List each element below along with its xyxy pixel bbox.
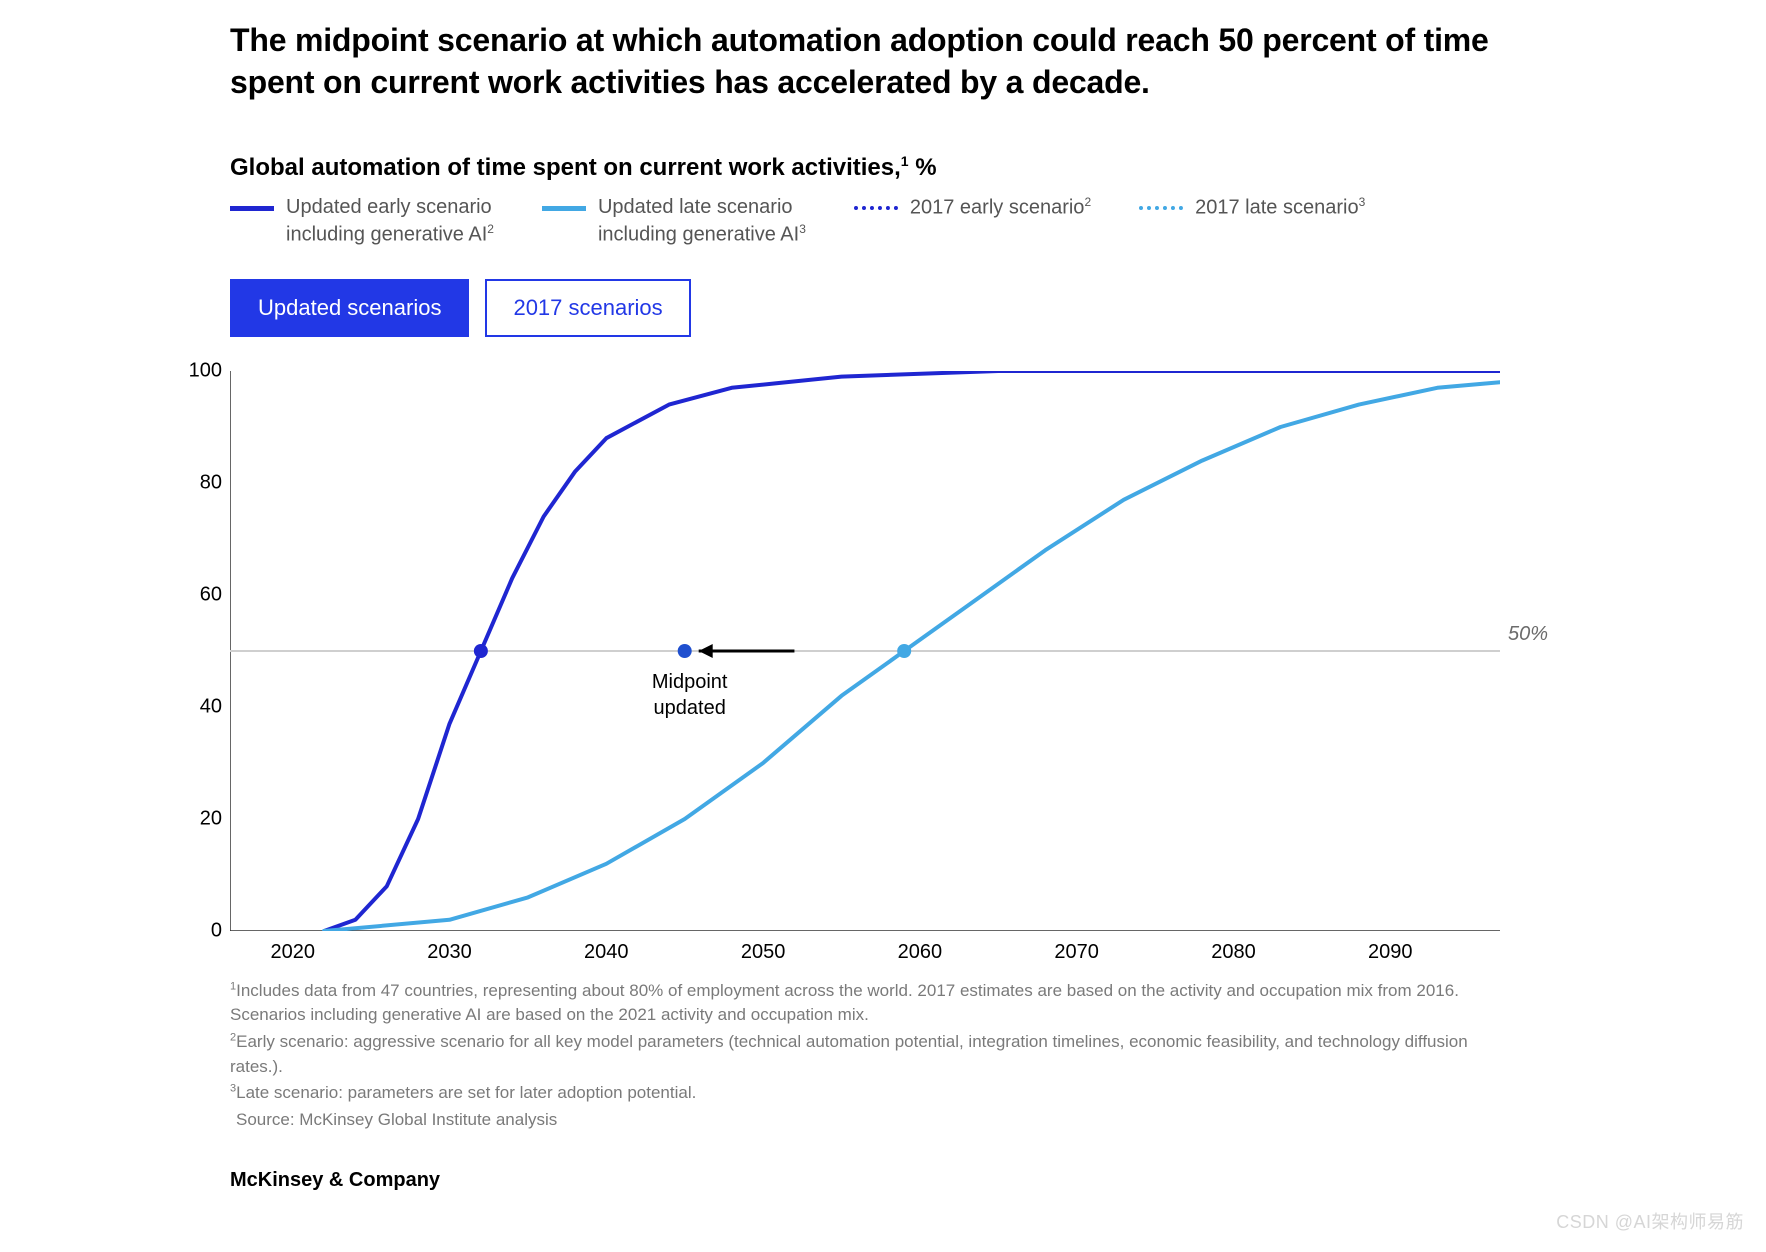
legend-updated-late-l1: Updated late scenario bbox=[598, 196, 793, 218]
legend-2017-early: 2017 early scenario2 bbox=[854, 194, 1091, 222]
page-title: The midpoint scenario at which automatio… bbox=[230, 20, 1490, 103]
y-tick-label: 80 bbox=[200, 471, 222, 494]
watermark: CSDN @AI架构师易筋 bbox=[1556, 1208, 1744, 1234]
legend-updated-early-l1: Updated early scenario bbox=[286, 196, 492, 218]
subtitle-suffix: % bbox=[909, 154, 937, 181]
footnote-ref-3a: 3 bbox=[799, 222, 806, 236]
x-tick-label: 2080 bbox=[1211, 941, 1256, 964]
midpoint-annotation-l1: Midpoint bbox=[652, 671, 728, 693]
footnote-ref-1: 1 bbox=[901, 153, 909, 169]
x-tick-label: 2020 bbox=[270, 941, 315, 964]
footnote-1: Includes data from 47 countries, represe… bbox=[230, 981, 1459, 1025]
legend-updated-early-l2: including generative AI bbox=[286, 224, 487, 246]
footnote-3: Late scenario: parameters are set for la… bbox=[236, 1083, 696, 1102]
footnote-ref-3b: 3 bbox=[1359, 195, 1366, 209]
y-tick-label: 0 bbox=[211, 919, 222, 942]
x-tick-label: 2030 bbox=[427, 941, 472, 964]
x-tick-label: 2050 bbox=[741, 941, 786, 964]
y-tick-label: 20 bbox=[200, 807, 222, 830]
swatch-2017-late-icon bbox=[1139, 206, 1183, 210]
chart-subtitle: Global automation of time spent on curre… bbox=[230, 153, 1686, 182]
legend: Updated early scenario including generati… bbox=[230, 194, 1686, 249]
subtitle-prefix: Global automation of time spent on curre… bbox=[230, 154, 901, 181]
y-tick-label: 60 bbox=[200, 583, 222, 606]
footnote-source: Source: McKinsey Global Institute analys… bbox=[236, 1110, 557, 1129]
chart-svg bbox=[230, 371, 1500, 931]
midpoint-annotation: Midpoint updated bbox=[635, 669, 745, 721]
x-tick-label: 2040 bbox=[584, 941, 629, 964]
page: The midpoint scenario at which automatio… bbox=[0, 0, 1766, 1252]
legend-updated-early: Updated early scenario including generati… bbox=[230, 194, 494, 249]
swatch-2017-early-icon bbox=[854, 206, 898, 210]
legend-2017-early-label: 2017 early scenario bbox=[910, 197, 1085, 219]
legend-2017-late-label: 2017 late scenario bbox=[1195, 197, 1358, 219]
footnote-ref-2b: 2 bbox=[1084, 195, 1091, 209]
footnotes: 1Includes data from 47 countries, repres… bbox=[230, 979, 1510, 1133]
swatch-updated-early-icon bbox=[230, 206, 274, 211]
reference-line-label: 50% bbox=[1508, 623, 1548, 646]
y-tick-label: 100 bbox=[189, 359, 222, 382]
x-tick-label: 2090 bbox=[1368, 941, 1413, 964]
footnote-2: Early scenario: aggressive scenario for … bbox=[230, 1032, 1468, 1076]
midpoint-annotation-l2: updated bbox=[654, 697, 726, 719]
x-tick-label: 2060 bbox=[898, 941, 943, 964]
x-tick-label: 2070 bbox=[1054, 941, 1099, 964]
legend-updated-late: Updated late scenario including generativ… bbox=[542, 194, 806, 249]
tabs: Updated scenarios 2017 scenarios bbox=[230, 279, 1686, 337]
swatch-updated-late-icon bbox=[542, 206, 586, 211]
tab-2017-scenarios[interactable]: 2017 scenarios bbox=[485, 279, 690, 337]
chart: 50% Midpoint updated 0204060801002020203… bbox=[230, 371, 1500, 931]
tab-updated-scenarios[interactable]: Updated scenarios bbox=[230, 279, 469, 337]
legend-updated-late-l2: including generative AI bbox=[598, 224, 799, 246]
y-tick-label: 40 bbox=[200, 695, 222, 718]
legend-2017-late: 2017 late scenario3 bbox=[1139, 194, 1365, 222]
footnote-ref-2a: 2 bbox=[487, 222, 494, 236]
brand-label: McKinsey & Company bbox=[230, 1169, 1686, 1192]
